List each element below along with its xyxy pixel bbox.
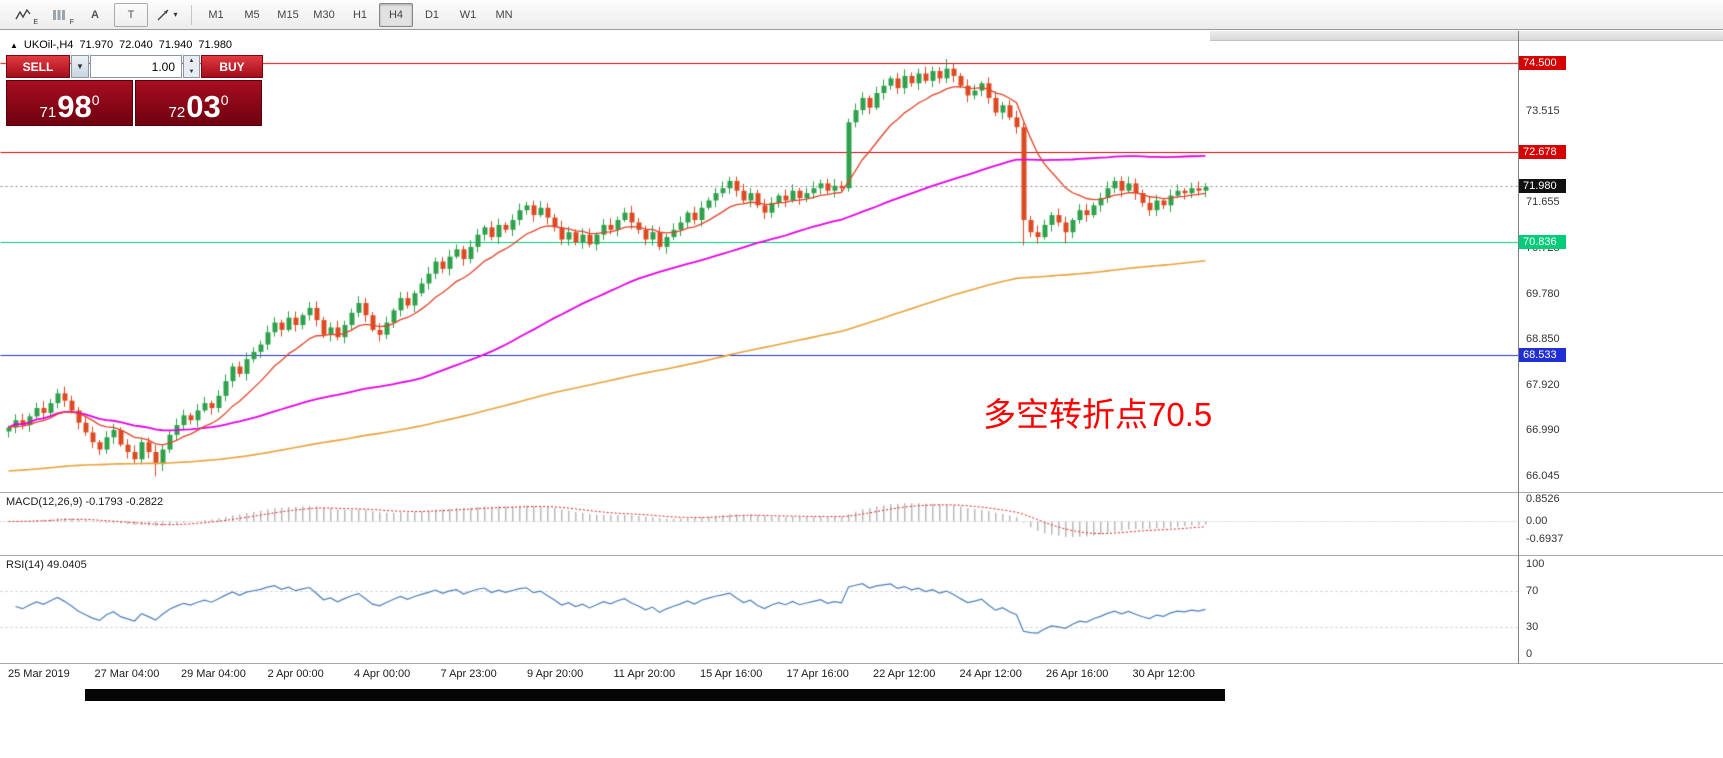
order-type-dropdown[interactable]: ▼ <box>71 55 89 78</box>
rsi-axis-tick: 30 <box>1526 621 1539 633</box>
date-axis-tick: 30 Apr 12:00 <box>1132 668 1195 680</box>
price-axis-tick: 68.850 <box>1526 333 1560 346</box>
draw-tool-button[interactable]: ▾ <box>150 3 184 27</box>
timeframe-button-h1[interactable]: H1 <box>352 8 368 21</box>
ohlc-open: 71.970 <box>79 39 114 51</box>
date-axis-tick: 11 Apr 20:00 <box>613 668 676 680</box>
polyline-tool-sub-label: E <box>33 18 38 26</box>
price-axis-tick: 71.655 <box>1526 196 1560 209</box>
stepper-down-icon[interactable]: ▼ <box>188 68 195 75</box>
ohlc-low: 71.940 <box>158 39 193 51</box>
date-axis-tick: 22 Apr 12:00 <box>873 668 936 680</box>
date-axis-tick: 26 Apr 16:00 <box>1046 668 1109 680</box>
bid-price-big: 98 <box>57 89 92 124</box>
timeframe-button-h4[interactable]: H4 <box>379 2 413 27</box>
rsi-label: RSI(14) 49.0405 <box>6 559 87 571</box>
draw-tool-caret-icon: ▾ <box>173 10 178 19</box>
date-axis-tick: 25 Mar 2019 <box>8 668 70 680</box>
timeframe-button-m1[interactable]: M1 <box>208 8 224 21</box>
toolbar: E F A T ▾ M1 M5 M15 M30 H1 H4 D1 W1 MN <box>0 0 1723 30</box>
price-axis-tick: 66.045 <box>1526 470 1560 483</box>
price-axis-tick: 66.990 <box>1526 423 1560 436</box>
pane-separator[interactable] <box>0 663 1723 664</box>
date-axis-tick: 17 Apr 16:00 <box>786 668 849 680</box>
price-axis-tick: 73.515 <box>1526 105 1560 118</box>
date-axis-tick: 9 Apr 20:00 <box>527 668 584 680</box>
rsi-axis-tick: 70 <box>1526 585 1539 597</box>
one-click-trading-panel: SELL ▼ ▲ ▼ BUY 71 98 0 72 03 0 <box>6 55 264 126</box>
buy-price-tile[interactable]: 72 03 0 <box>135 80 262 126</box>
polyline-tool-button[interactable]: E <box>6 3 40 27</box>
pane-separator[interactable] <box>0 492 1723 493</box>
price-axis-tick: 67.920 <box>1526 378 1560 391</box>
date-axis-tick: 4 Apr 00:00 <box>354 668 411 680</box>
volume-input[interactable] <box>90 55 182 78</box>
pane-separator[interactable] <box>0 555 1723 556</box>
grid-tool-button[interactable]: F <box>42 3 76 27</box>
date-axis-tick: 29 Mar 04:00 <box>181 668 246 680</box>
current-price-tag: 71.980 <box>1519 179 1566 194</box>
price-level-tag: 72.678 <box>1519 145 1566 160</box>
bid-price-prefix: 71 <box>39 104 57 121</box>
symbol-ohlc-line: ▲ UKOil-,H4 71.970 72.040 71.940 71.980 <box>10 39 238 51</box>
chart-annotation-text: 多空转折点70.5 <box>983 396 1213 433</box>
rsi-axis-tick: 0 <box>1526 648 1533 660</box>
toolbar-separator <box>191 4 192 25</box>
ask-price-pip: 0 <box>220 92 229 108</box>
price-axis-border <box>1518 31 1519 664</box>
macd-axis-tick: 0.00 <box>1526 515 1548 527</box>
sell-button[interactable]: SELL <box>6 55 70 78</box>
text-tool-icon: A <box>91 8 99 21</box>
date-axis-tick: 27 Mar 04:00 <box>94 668 160 680</box>
macd-axis-tick: -0.6937 <box>1526 533 1564 546</box>
stepper-up-icon[interactable]: ▲ <box>188 58 195 65</box>
price-level-tag: 68.533 <box>1519 347 1566 362</box>
bid-price-pip: 0 <box>91 92 100 108</box>
buy-button[interactable]: BUY <box>201 55 263 78</box>
grid-tool-icon <box>51 8 67 22</box>
textbox-tool-icon: T <box>127 8 135 21</box>
symbol-arrow-icon: ▲ <box>10 41 18 50</box>
price-axis-tick: 69.780 <box>1526 287 1560 300</box>
text-tool-button[interactable]: A <box>78 3 112 27</box>
timeframe-button-d1[interactable]: D1 <box>424 8 440 21</box>
timeframe-button-mn[interactable]: MN <box>495 8 513 21</box>
ask-price-prefix: 72 <box>168 104 186 121</box>
price-level-tag: 70.836 <box>1519 235 1566 250</box>
rsi-axis-tick: 100 <box>1526 558 1545 570</box>
draw-tool-icon <box>156 8 171 22</box>
date-axis-tick: 15 Apr 16:00 <box>700 668 763 680</box>
timeframe-button-w1[interactable]: W1 <box>459 8 477 21</box>
date-axis-tick: 7 Apr 23:00 <box>440 668 497 680</box>
rsi-indicator-canvas[interactable] <box>0 556 1518 663</box>
symbol-label: UKOil-,H4 <box>23 39 74 51</box>
macd-indicator-canvas[interactable] <box>0 493 1518 555</box>
sell-price-tile[interactable]: 71 98 0 <box>6 80 133 126</box>
timeframe-button-m15[interactable]: M15 <box>277 8 299 21</box>
date-axis-tick: 2 Apr 00:00 <box>267 668 324 680</box>
ask-price-big: 03 <box>186 89 221 124</box>
macd-axis-tick: 0.8526 <box>1526 492 1560 505</box>
ohlc-close: 71.980 <box>198 39 233 51</box>
grid-tool-sub-label: F <box>69 18 74 26</box>
taskbar-strip <box>85 689 1225 701</box>
chevron-down-icon: ▼ <box>76 62 84 71</box>
ohlc-high: 72.040 <box>119 39 153 51</box>
macd-label: MACD(12,26,9) -0.1793 -0.2822 <box>6 496 164 508</box>
volume-stepper[interactable]: ▲ ▼ <box>183 55 200 78</box>
date-axis-tick: 24 Apr 12:00 <box>959 668 1022 680</box>
textbox-tool-button[interactable]: T <box>114 2 148 27</box>
timeframe-button-m30[interactable]: M30 <box>313 8 335 21</box>
timeframe-button-m5[interactable]: M5 <box>244 8 260 21</box>
polyline-tool-icon <box>15 8 31 22</box>
price-level-tag: 74.500 <box>1519 56 1566 71</box>
